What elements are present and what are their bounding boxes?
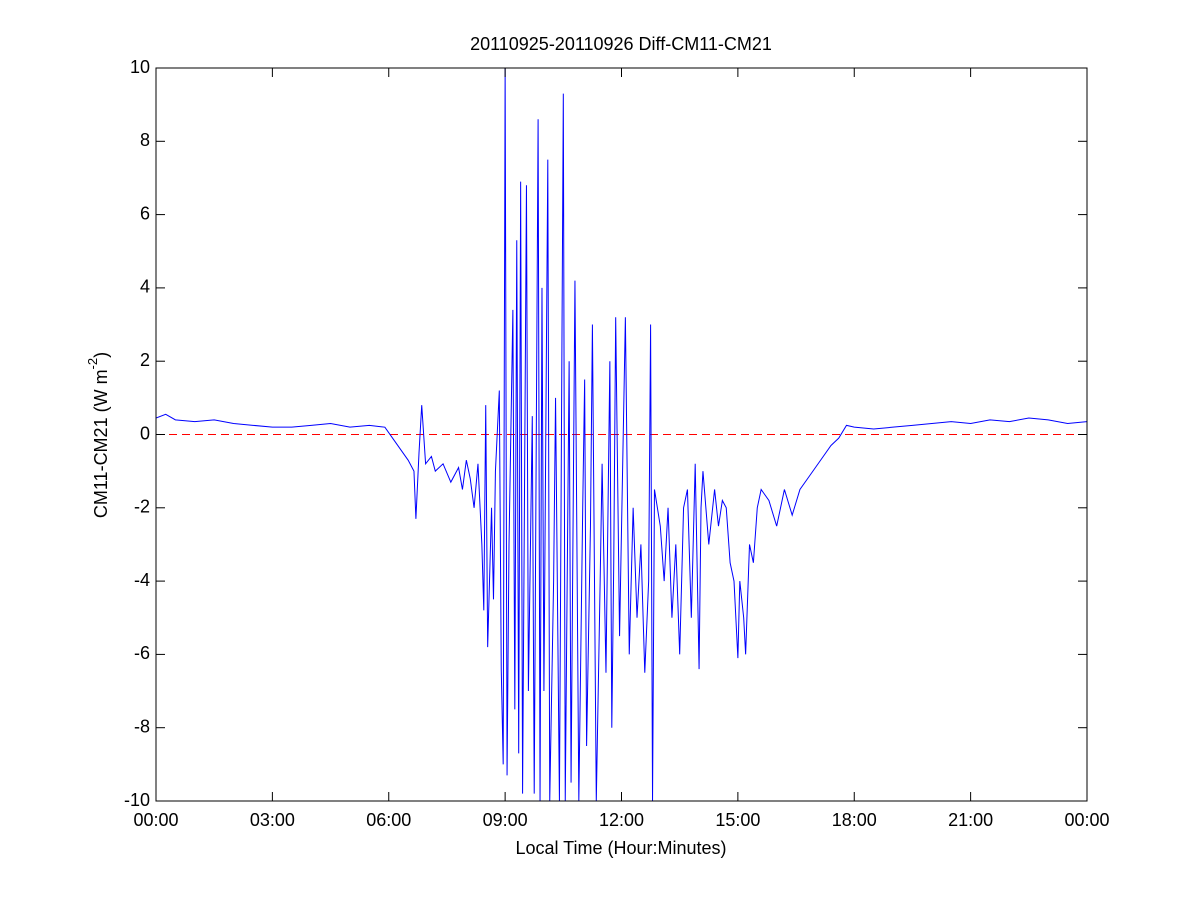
y-tick-label: -10 (124, 790, 150, 810)
y-tick-label: -8 (134, 716, 150, 736)
y-tick-label: -4 (134, 570, 150, 590)
x-tick-label: 09:00 (483, 810, 528, 830)
y-label-sup: -2 (85, 358, 100, 370)
x-tick-label: 00:00 (133, 810, 178, 830)
x-tick-label: 03:00 (250, 810, 295, 830)
y-tick-label: 4 (140, 277, 150, 297)
x-tick-label: 21:00 (948, 810, 993, 830)
y-tick-label: 0 (140, 423, 150, 443)
y-tick-label: 2 (140, 350, 150, 370)
data-line (156, 68, 1087, 801)
y-tick-label: 10 (130, 57, 150, 77)
y-label-text: CM11-CM21 (W m (91, 369, 111, 518)
x-tick-label: 12:00 (599, 810, 644, 830)
x-tick-label: 00:00 (1064, 810, 1109, 830)
y-tick-label: -6 (134, 643, 150, 663)
y-label-tail: ) (91, 352, 111, 358)
y-axis-label: CM11-CM21 (W m-2) (85, 352, 110, 518)
x-tick-label: 18:00 (832, 810, 877, 830)
y-tick-label: -2 (134, 497, 150, 517)
chart-title: 20110925-20110926 Diff-CM11-CM21 (470, 34, 772, 54)
y-tick-label: 6 (140, 203, 150, 223)
y-tick-label: 8 (140, 130, 150, 150)
x-axis-label: Local Time (Hour:Minutes) (515, 838, 726, 858)
x-tick-label: 06:00 (366, 810, 411, 830)
x-tick-label: 15:00 (715, 810, 760, 830)
